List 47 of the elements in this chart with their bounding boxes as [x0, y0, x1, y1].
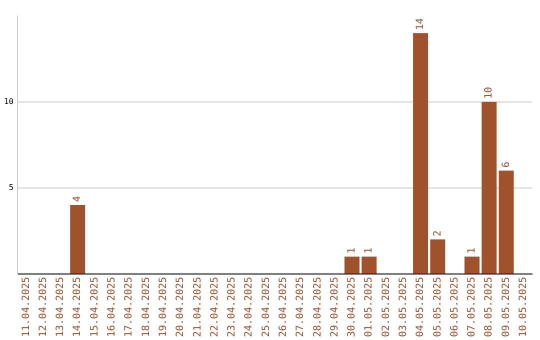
x-tick-label: 04.05.2025	[415, 276, 426, 338]
data-label: 10	[484, 86, 495, 99]
data-label: 1	[466, 248, 478, 254]
x-tick-label: 23.04.2025	[226, 276, 238, 338]
data-label: 14	[415, 18, 426, 30]
x-tick-label: 01.05.2025	[364, 276, 375, 338]
data-label: 4	[72, 196, 84, 202]
x-tick-label: 27.04.2025	[295, 276, 306, 338]
data-label: 2	[432, 230, 444, 236]
bar	[344, 256, 360, 274]
x-tick-label: 22.04.2025	[209, 276, 220, 338]
bar	[430, 239, 446, 274]
bar	[464, 256, 480, 274]
x-tick-label: 13.04.2025	[55, 276, 66, 338]
bar	[482, 102, 497, 274]
x-tick-label: 06.05.2025	[449, 276, 460, 338]
x-tick-label: 19.04.2025	[158, 276, 169, 338]
data-label: 6	[500, 162, 512, 168]
x-tick-label: 17.04.2025	[124, 276, 135, 338]
x-tick-label: 07.05.2025	[466, 276, 478, 338]
x-tick-label: 21.04.2025	[192, 276, 204, 338]
x-tick-label: 12.04.2025	[38, 276, 49, 338]
bar	[362, 256, 377, 274]
x-tick-label: 20.04.2025	[175, 276, 186, 338]
x-tick-label: 18.04.2025	[140, 276, 152, 338]
data-label: 1	[364, 248, 375, 254]
x-tick-label: 09.05.2025	[500, 276, 512, 338]
y-tick-label: 5	[8, 182, 14, 192]
x-tick-label: 26.04.2025	[278, 276, 289, 338]
x-tick-label: 15.04.2025	[89, 276, 100, 338]
x-tick-label: 11.04.2025	[20, 276, 32, 338]
x-tick-label: 16.04.2025	[106, 276, 118, 338]
x-tick-label: 03.05.2025	[398, 276, 409, 338]
x-tick-label: 29.04.2025	[329, 276, 340, 338]
x-tick-label: 02.05.2025	[380, 276, 392, 338]
data-label: 1	[346, 248, 358, 254]
x-tick-label: 05.05.2025	[432, 276, 444, 338]
x-tick-label: 30.04.2025	[346, 276, 358, 338]
x-tick-label: 25.04.2025	[260, 276, 272, 338]
x-tick-label: 10.05.2025	[518, 276, 530, 338]
x-tick-label: 08.05.2025	[484, 276, 495, 338]
x-tick-label: 14.04.2025	[72, 276, 84, 338]
bar	[413, 33, 428, 274]
x-tick-label: 24.04.2025	[244, 276, 255, 338]
x-tick-label: 28.04.2025	[312, 276, 324, 338]
bar	[498, 170, 514, 274]
bar	[70, 205, 86, 274]
